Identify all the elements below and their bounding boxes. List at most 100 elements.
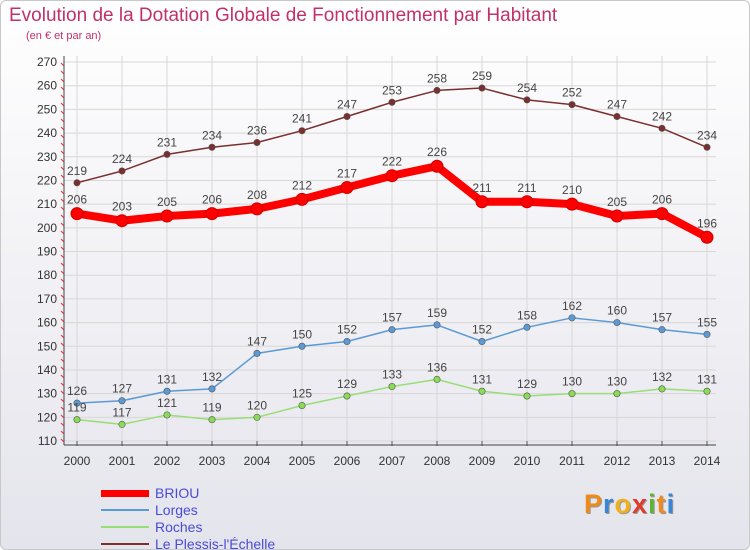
data-point bbox=[703, 143, 711, 151]
data-point bbox=[385, 169, 399, 183]
data-label: 136 bbox=[427, 360, 447, 374]
data-label: 131 bbox=[697, 372, 717, 386]
data-point bbox=[115, 214, 129, 228]
data-point bbox=[703, 387, 711, 395]
y-tick-label: 110 bbox=[38, 434, 57, 448]
y-axis-dash bbox=[60, 150, 65, 155]
data-label: 208 bbox=[247, 188, 267, 202]
data-label: 206 bbox=[202, 193, 222, 207]
data-point bbox=[568, 101, 576, 109]
data-point bbox=[613, 319, 621, 327]
chart-title: Evolution de la Dotation Globale de Fonc… bbox=[9, 5, 558, 26]
data-label: 205 bbox=[607, 195, 627, 209]
y-axis-dash bbox=[60, 78, 65, 83]
data-point bbox=[658, 124, 666, 132]
data-point bbox=[388, 383, 396, 391]
y-axis-dash bbox=[60, 406, 65, 411]
data-point bbox=[433, 375, 441, 383]
x-tick-label: 2002 bbox=[154, 454, 181, 468]
data-label: 158 bbox=[517, 308, 537, 322]
data-point bbox=[73, 179, 81, 187]
data-point bbox=[610, 209, 624, 223]
legend-label-briou: BRIOU bbox=[155, 485, 200, 501]
data-point bbox=[700, 230, 714, 244]
data-label: 117 bbox=[112, 405, 131, 419]
data-label: 125 bbox=[292, 386, 312, 400]
data-label: 212 bbox=[292, 178, 312, 192]
y-axis-dash bbox=[60, 94, 65, 99]
y-axis-dash bbox=[60, 174, 65, 179]
data-label: 119 bbox=[67, 401, 86, 415]
y-axis-dash bbox=[60, 334, 65, 339]
y-tick-label: 270 bbox=[37, 55, 57, 69]
y-axis-dash bbox=[60, 358, 65, 363]
legend-swatch-briou bbox=[101, 490, 149, 497]
legend-label-roches: Roches bbox=[155, 519, 203, 535]
data-label: 231 bbox=[157, 135, 177, 149]
x-tick-label: 2001 bbox=[109, 454, 136, 468]
data-label: 217 bbox=[337, 167, 357, 181]
y-axis-dash bbox=[60, 110, 65, 115]
data-point bbox=[118, 420, 126, 428]
data-point bbox=[523, 392, 531, 400]
y-axis-dash bbox=[60, 86, 65, 91]
data-point bbox=[433, 321, 441, 329]
y-axis-dash bbox=[60, 286, 65, 291]
data-point bbox=[433, 86, 441, 94]
data-label: 157 bbox=[652, 311, 672, 325]
data-point bbox=[655, 207, 669, 221]
logo-letter: P bbox=[584, 489, 604, 519]
y-axis-dash bbox=[60, 294, 65, 299]
legend-swatch-lorges bbox=[101, 509, 149, 511]
data-point bbox=[208, 416, 216, 424]
data-label: 222 bbox=[382, 155, 402, 169]
y-axis-dash bbox=[60, 206, 65, 211]
y-axis-dash bbox=[60, 246, 65, 251]
y-axis-dash bbox=[60, 366, 65, 371]
data-point bbox=[430, 159, 444, 173]
data-point bbox=[298, 401, 306, 409]
data-label: 155 bbox=[697, 315, 717, 329]
data-point bbox=[658, 385, 666, 393]
logo-letter: o bbox=[614, 489, 633, 519]
y-axis-dash bbox=[60, 102, 65, 107]
y-tick-label: 250 bbox=[37, 102, 57, 116]
y-tick-label: 200 bbox=[37, 221, 57, 235]
y-tick-label: 170 bbox=[37, 292, 57, 306]
data-point bbox=[520, 195, 534, 209]
x-tick-label: 2009 bbox=[469, 454, 496, 468]
data-label: 234 bbox=[697, 128, 717, 142]
data-point bbox=[253, 413, 261, 421]
x-tick-label: 2004 bbox=[244, 454, 271, 468]
y-tick-label: 240 bbox=[37, 126, 57, 140]
data-point bbox=[163, 387, 171, 395]
y-axis-dash bbox=[60, 142, 65, 147]
y-tick-label: 130 bbox=[37, 387, 57, 401]
data-point bbox=[208, 143, 216, 151]
data-label: 121 bbox=[157, 396, 177, 410]
data-label: 130 bbox=[607, 375, 627, 389]
data-label: 211 bbox=[517, 181, 536, 195]
y-axis-dash bbox=[60, 374, 65, 379]
y-axis-dash bbox=[60, 62, 65, 67]
data-label: 157 bbox=[382, 311, 402, 325]
y-axis-dash bbox=[60, 158, 65, 163]
data-label: 252 bbox=[562, 86, 582, 100]
x-tick-label: 2008 bbox=[424, 454, 451, 468]
data-label: 258 bbox=[427, 71, 447, 85]
data-point bbox=[160, 209, 174, 223]
data-label: 162 bbox=[562, 299, 582, 313]
grid-layer bbox=[64, 56, 716, 445]
y-axis-dash bbox=[60, 350, 65, 355]
y-tick-label: 150 bbox=[37, 339, 57, 353]
data-label: 119 bbox=[202, 401, 221, 415]
y-tick-label: 160 bbox=[37, 316, 57, 330]
y-axis-dash bbox=[60, 438, 65, 443]
data-point bbox=[343, 112, 351, 120]
data-point bbox=[568, 314, 576, 322]
data-label: 147 bbox=[247, 334, 267, 348]
data-point bbox=[163, 411, 171, 419]
data-point bbox=[388, 98, 396, 106]
data-label: 129 bbox=[337, 377, 357, 391]
